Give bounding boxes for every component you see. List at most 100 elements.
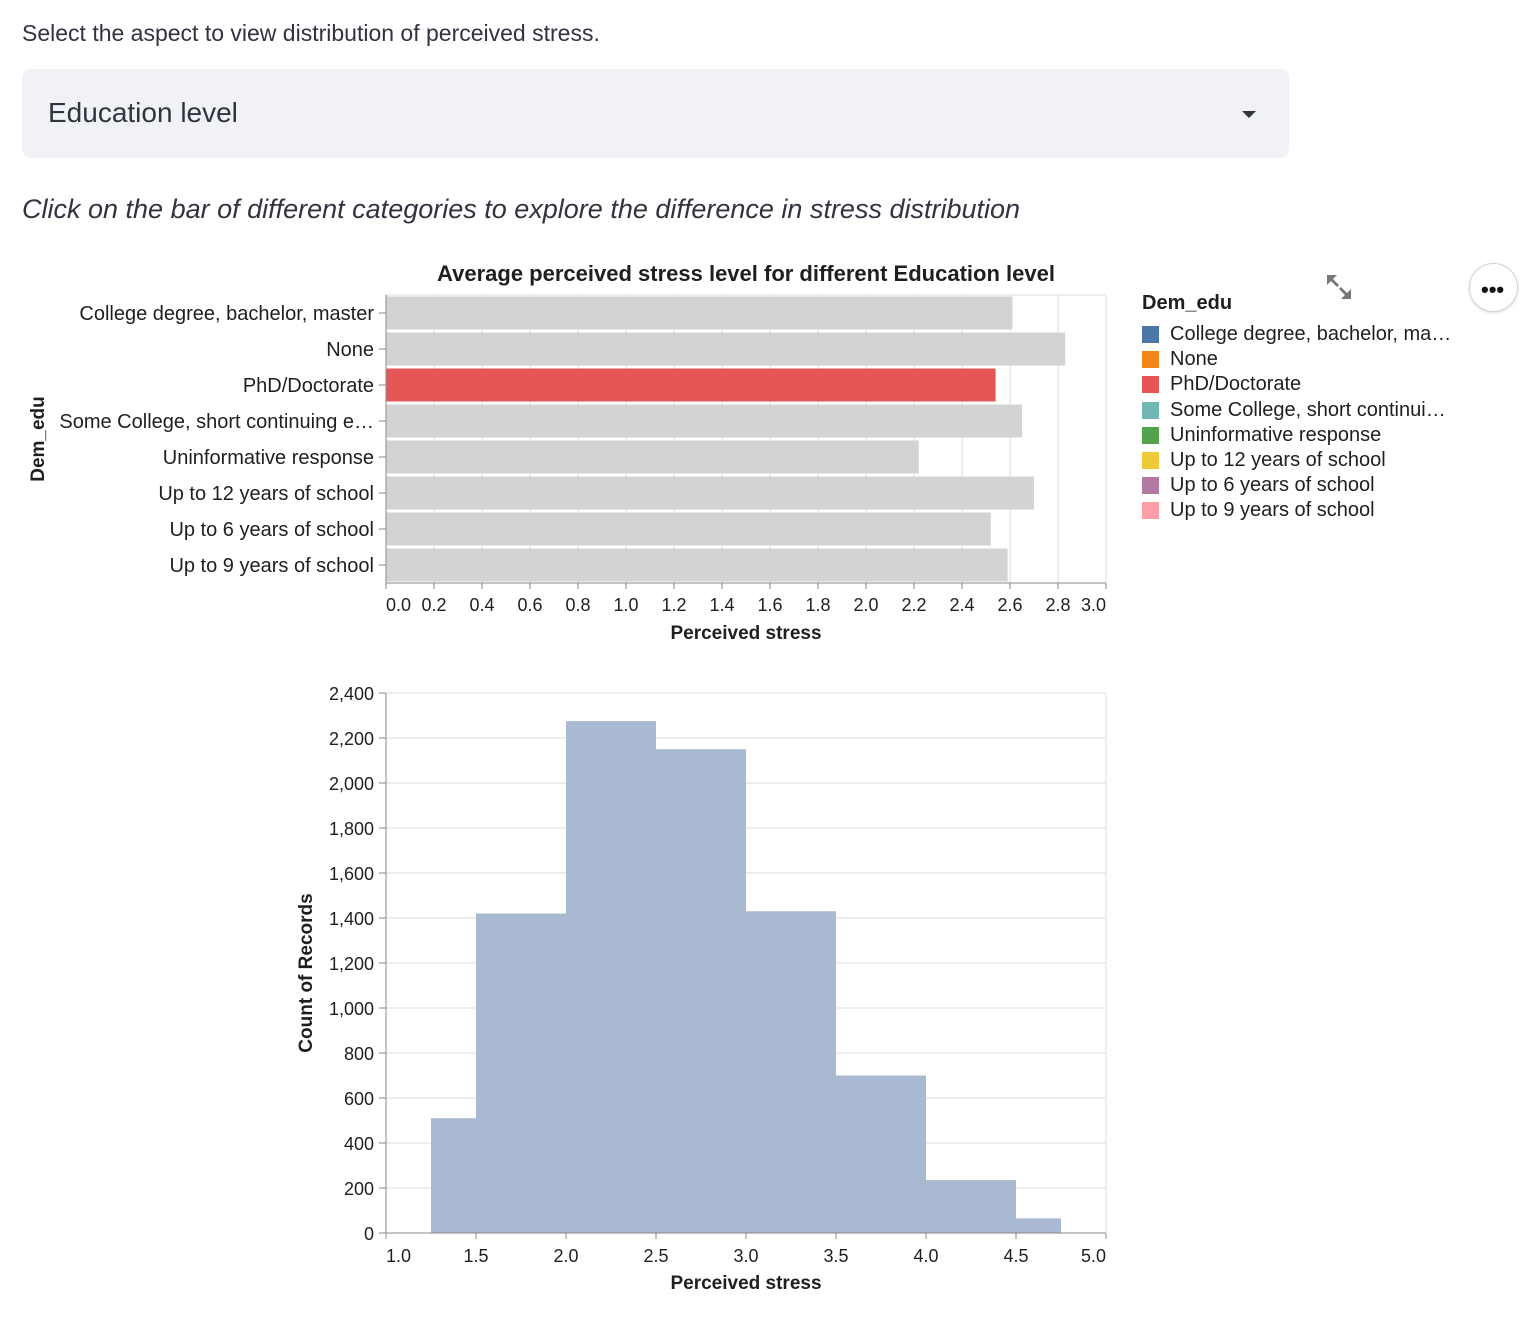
legend-swatch (1142, 326, 1159, 344)
x-tick-label: 0.8 (565, 595, 590, 615)
x-tick-label: 4.0 (913, 1246, 938, 1266)
stress-histogram-chart: 0 200 400 600 800 1,000 1,200 1,400 1,600 1,800 2,… (296, 684, 1107, 1294)
x-tick-label: 1.5 (463, 1246, 488, 1266)
y-tick-label: 400 (344, 1134, 374, 1154)
histogram-bar (1016, 1218, 1061, 1233)
legend-swatch (1142, 351, 1159, 369)
legend-swatch (1142, 426, 1159, 444)
y-tick-label: 1,800 (329, 819, 374, 839)
legend-item[interactable]: PhD/Doctorate (1142, 372, 1472, 397)
y-tick-label: 200 (344, 1179, 374, 1199)
legend-label: Some College, short continui… (1170, 398, 1446, 421)
bar[interactable] (386, 512, 991, 546)
x-tick-label: 0.6 (517, 595, 542, 615)
histogram-bar (926, 1180, 1016, 1233)
x-tick-label: 1.2 (661, 595, 686, 615)
x-tick-label: 0.2 (421, 595, 446, 615)
legend-item[interactable]: Uninformative response (1142, 423, 1472, 448)
fullscreen-button[interactable] (1322, 270, 1356, 304)
x-tick-label: 2.0 (853, 595, 878, 615)
x-tick-label: 3.0 (1081, 595, 1106, 615)
bar[interactable] (386, 548, 1008, 582)
aspect-select[interactable]: Education level (22, 69, 1289, 158)
legend-item[interactable]: Up to 6 years of school (1142, 473, 1472, 498)
legend-swatch (1142, 502, 1159, 520)
chart-hint-text: Click on the bar of different categories… (22, 194, 1021, 224)
bar[interactable] (386, 440, 919, 474)
legend-label: PhD/Doctorate (1170, 373, 1302, 396)
x-tick-label: 4.5 (1003, 1246, 1028, 1266)
y-tick-label: Uninformative response (163, 447, 374, 469)
aspect-select-label: Select the aspect to view distribution o… (22, 20, 600, 46)
y-tick-label: College degree, bachelor, master (79, 303, 374, 325)
legend-item[interactable]: Up to 12 years of school (1142, 448, 1472, 473)
bar[interactable] (386, 332, 1066, 366)
x-tick-label: 2.2 (901, 595, 926, 615)
x-axis-title: Perceived stress (670, 623, 821, 644)
histogram-bar (836, 1075, 926, 1233)
y-tick-label: 2,400 (329, 684, 374, 704)
legend-title: Dem_edu (1142, 292, 1233, 314)
x-tick-label: 1.8 (805, 595, 830, 615)
y-tick-label: 2,000 (329, 774, 374, 794)
legend-swatch (1142, 401, 1159, 419)
y-tick-label: PhD/Doctorate (243, 375, 374, 397)
ellipsis-icon: ••• (1481, 277, 1505, 302)
legend-label: College degree, bachelor, ma… (1170, 323, 1452, 346)
y-tick-label: 0 (364, 1224, 374, 1244)
y-tick-label: 600 (344, 1089, 374, 1109)
x-tick-label: 3.0 (733, 1246, 758, 1266)
chart-legend: Dem_edu College degree, bachelor, ma… Non… (1142, 292, 1472, 532)
y-tick-label: 1,200 (329, 954, 374, 974)
chevron-down-icon[interactable] (1242, 111, 1256, 118)
x-tick-label: 0.0 (386, 595, 411, 615)
chart-title: Average perceived stress level for diffe… (437, 261, 1055, 286)
bar[interactable] (386, 296, 1013, 330)
x-tick-label: 1.6 (757, 595, 782, 615)
x-tick-label: 2.5 (643, 1246, 668, 1266)
y-tick-label: Up to 12 years of school (158, 483, 374, 505)
legend-label: Up to 6 years of school (1170, 474, 1375, 497)
legend-item[interactable]: Some College, short continui… (1142, 398, 1472, 423)
legend-label: Up to 12 years of school (1170, 449, 1386, 472)
aspect-select-value: Education level (48, 97, 238, 128)
y-tick-label: Up to 6 years of school (169, 519, 374, 541)
expand-arrows-icon[interactable] (1322, 270, 1356, 304)
y-tick-label: 1,600 (329, 864, 374, 884)
x-tick-label: 0.4 (469, 595, 494, 615)
y-tick-label: 2,200 (329, 729, 374, 749)
legend-swatch (1142, 452, 1159, 470)
histogram-bar (746, 911, 836, 1233)
bar[interactable] (386, 368, 996, 402)
x-tick-label: 5.0 (1081, 1246, 1106, 1266)
more-options-button[interactable]: ••• (1469, 263, 1518, 312)
legend-label: None (1170, 348, 1218, 371)
y-axis-title: Count of Records (296, 893, 317, 1052)
histogram-bar (566, 721, 656, 1233)
bar[interactable] (386, 476, 1034, 510)
y-tick-label: Up to 9 years of school (169, 555, 374, 577)
y-tick-label: Some College, short continuing e… (59, 411, 374, 433)
histogram-bar (431, 1118, 476, 1233)
legend-label: Up to 9 years of school (1170, 499, 1375, 522)
x-tick-label: 1.0 (613, 595, 638, 615)
y-tick-label: 1,400 (329, 909, 374, 929)
x-tick-label: 1.4 (709, 595, 734, 615)
x-tick-label: 2.4 (949, 595, 974, 615)
legend-item[interactable]: None (1142, 347, 1472, 372)
legend-item[interactable]: College degree, bachelor, ma… (1142, 322, 1472, 347)
y-tick-label: 1,000 (329, 999, 374, 1019)
bar[interactable] (386, 404, 1022, 438)
x-tick-label: 2.0 (553, 1246, 578, 1266)
legend-swatch (1142, 477, 1159, 495)
legend-item[interactable]: Up to 9 years of school (1142, 498, 1472, 523)
y-tick-label: None (326, 339, 374, 361)
x-tick-label: 1.0 (386, 1246, 411, 1266)
histogram-bar (656, 749, 746, 1233)
x-tick-label: 2.6 (997, 595, 1022, 615)
x-axis-title: Perceived stress (670, 1273, 821, 1294)
x-tick-label: 3.5 (823, 1246, 848, 1266)
avg-stress-bar-chart: Average perceived stress level for diffe… (28, 261, 1107, 644)
legend-label: Uninformative response (1170, 423, 1382, 446)
histogram-bar (476, 913, 566, 1233)
